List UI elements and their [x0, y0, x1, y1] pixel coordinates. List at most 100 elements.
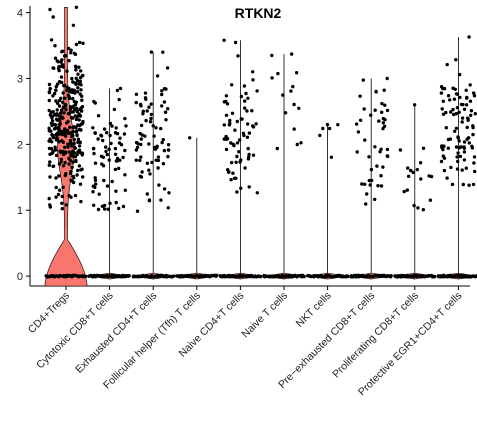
data-point [78, 140, 82, 144]
data-point [114, 200, 118, 205]
data-point [445, 176, 449, 180]
data-point [255, 89, 259, 93]
x-tick-label: Naive T cells [239, 290, 290, 341]
data-point [77, 118, 81, 122]
data-point [60, 207, 64, 211]
data-point [118, 136, 122, 140]
data-point [77, 148, 82, 152]
data-point [318, 133, 322, 138]
data-point [81, 41, 85, 45]
data-point [48, 160, 52, 164]
data-point [108, 121, 113, 126]
data-point [72, 108, 77, 112]
data-point [54, 195, 58, 199]
data-point [162, 187, 167, 191]
data-point [441, 112, 446, 117]
data-point [460, 168, 464, 172]
data-point [145, 161, 150, 165]
data-point [456, 159, 460, 164]
data-point [47, 108, 51, 113]
data-point [467, 35, 471, 39]
data-point [72, 88, 77, 93]
data-point [325, 122, 330, 127]
data-point [163, 110, 168, 114]
data-point [378, 150, 382, 154]
data-point [134, 92, 139, 97]
y-tick-label: 3 [17, 73, 23, 85]
data-point [72, 145, 77, 149]
data-point [101, 138, 105, 143]
data-point [145, 192, 149, 196]
data-point [452, 97, 457, 101]
data-point [224, 147, 229, 152]
data-point [77, 40, 82, 45]
data-point [59, 160, 63, 164]
data-point [67, 162, 71, 166]
y-tick-label: 1 [17, 205, 23, 217]
data-point [446, 146, 450, 150]
data-point [93, 185, 97, 190]
data-point [96, 114, 101, 118]
data-point [49, 146, 54, 151]
data-point [156, 155, 161, 159]
x-tick-label: Cytotoxic CD8+T cells [34, 290, 116, 372]
data-point [59, 75, 64, 79]
data-point [441, 99, 445, 104]
data-point [77, 144, 82, 148]
data-point [240, 117, 244, 121]
data-point [64, 107, 68, 112]
data-point [147, 199, 152, 203]
data-point [468, 99, 473, 103]
data-point [374, 90, 378, 94]
data-point [166, 143, 171, 147]
data-point [61, 140, 65, 144]
data-point [465, 125, 469, 130]
data-point [415, 167, 419, 172]
data-point [283, 111, 288, 115]
data-point [255, 191, 259, 195]
data-point [166, 154, 170, 159]
data-point [467, 141, 471, 145]
data-point [472, 91, 476, 95]
data-point [141, 112, 145, 116]
data-point [134, 158, 138, 162]
data-point [51, 15, 55, 19]
data-point [233, 128, 237, 132]
data-point [162, 87, 167, 91]
data-point [373, 197, 377, 202]
data-point [229, 141, 233, 145]
data-point [93, 131, 97, 135]
data-point [299, 141, 303, 145]
data-point [166, 148, 171, 152]
data-point [70, 165, 74, 170]
data-point [68, 105, 73, 109]
data-point [74, 5, 79, 9]
data-point [72, 99, 77, 104]
data-point [49, 113, 53, 118]
data-point [74, 76, 78, 81]
data-point [53, 56, 58, 60]
data-point [57, 122, 61, 127]
data-point [363, 138, 367, 142]
data-point [55, 108, 59, 112]
data-point [76, 137, 81, 141]
data-point [53, 44, 57, 48]
data-point [472, 161, 476, 165]
data-point [439, 91, 444, 95]
data-point [468, 83, 472, 87]
data-point [238, 160, 242, 164]
data-point [94, 182, 98, 186]
data-point [73, 91, 77, 95]
data-point [224, 137, 229, 141]
data-point [235, 154, 239, 159]
data-point [233, 40, 238, 45]
data-point [49, 121, 54, 126]
data-point [69, 115, 74, 120]
data-point [464, 88, 468, 93]
chart-title: RTKN2 [235, 5, 282, 21]
data-point [48, 137, 52, 141]
data-point [460, 116, 465, 120]
data-point [439, 159, 444, 164]
data-point [421, 146, 426, 150]
